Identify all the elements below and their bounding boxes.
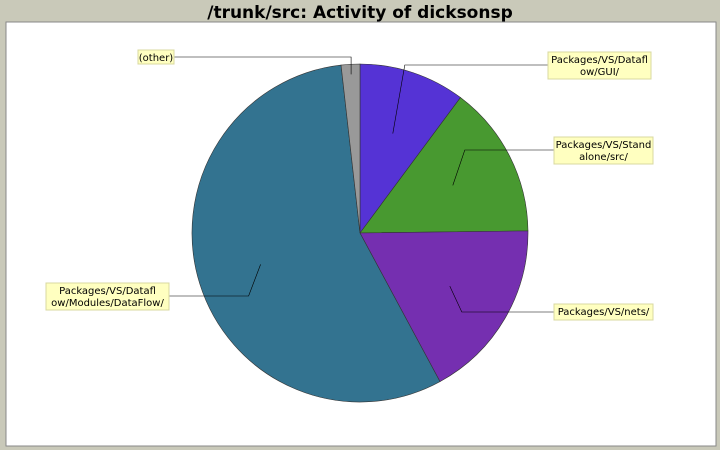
slice-label: Packages/VS/Stand — [556, 140, 652, 151]
pie-slice — [191, 64, 441, 403]
callout-box — [137, 49, 175, 65]
slice-label: Packages/VS/Datafl — [59, 286, 156, 297]
slice-label: ow/GUI/ — [580, 67, 620, 78]
callout-box — [553, 136, 654, 165]
callout-leader-line — [452, 149, 554, 186]
slice-label: Packages/VS/Datafl — [551, 55, 648, 66]
slice-label: alone/src/ — [579, 152, 628, 163]
slice-label: ow/Modules/DataFlow/ — [51, 298, 164, 309]
pie-slice — [359, 63, 461, 234]
slice-label: (other) — [139, 53, 174, 64]
pie-slice — [359, 97, 529, 234]
pie-slice — [359, 230, 529, 383]
slice-callouts: Packages/VS/Dataflow/GUI/Packages/VS/Sta… — [45, 49, 654, 321]
callout-leader-line — [392, 64, 548, 134]
callout-leader-line — [169, 264, 261, 297]
pie-slices — [191, 63, 529, 403]
callout-box — [547, 51, 652, 80]
callout-leader-line — [174, 56, 352, 75]
callout-leader-line — [449, 285, 554, 313]
slice-label: Packages/VS/nets/ — [558, 307, 650, 318]
chart-title: /trunk/src: Activity of dicksonsp — [207, 3, 513, 23]
callout-box — [553, 303, 654, 321]
callout-box — [45, 282, 170, 311]
pie-slice — [340, 63, 361, 234]
